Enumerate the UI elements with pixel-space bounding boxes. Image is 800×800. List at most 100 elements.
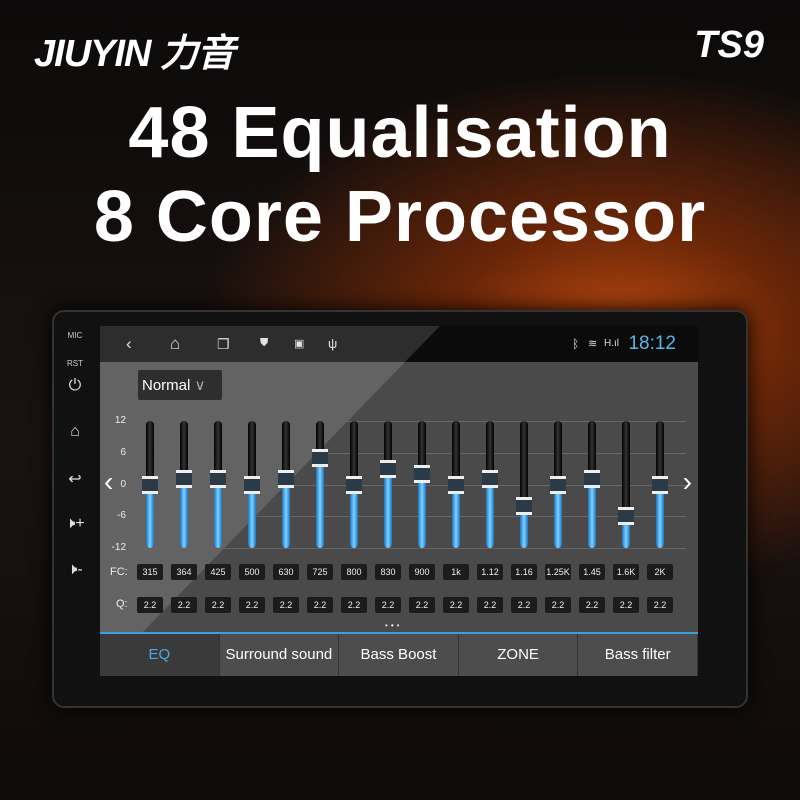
q-value[interactable]: 2.2: [613, 597, 639, 613]
q-label: Q:: [116, 598, 128, 610]
q-value[interactable]: 2.2: [205, 597, 231, 613]
slider-fill: [316, 458, 324, 548]
status-bar: ‹ ⌂ ❐ ⛊ ▣ ψ ᛒ ≋ H.ıl 18:12: [100, 326, 698, 362]
y-tick-label: 6: [120, 446, 126, 458]
tab-bass-boost[interactable]: Bass Boost: [339, 634, 459, 676]
fc-label: FC:: [110, 566, 128, 578]
fc-value[interactable]: 1k: [443, 564, 469, 580]
fc-value[interactable]: 1.6K: [613, 564, 639, 580]
gridline: [130, 452, 686, 454]
slider-knob[interactable]: [482, 470, 498, 489]
q-value[interactable]: 2.2: [307, 597, 333, 613]
slider-knob[interactable]: [448, 475, 464, 494]
slider-knob[interactable]: [618, 507, 634, 526]
q-value[interactable]: 2.2: [545, 597, 571, 613]
q-value[interactable]: 2.2: [137, 597, 163, 613]
slider-knob[interactable]: [414, 464, 430, 483]
fc-value[interactable]: 1.12: [477, 564, 503, 580]
fc-value[interactable]: 725: [307, 564, 333, 580]
slider-fill: [554, 484, 562, 548]
recents-icon[interactable]: ❐: [217, 336, 230, 352]
image-icon: ▣: [294, 338, 305, 350]
headline-2: 8 Core Processor: [93, 177, 707, 257]
tab-bass-filter[interactable]: Bass filter: [578, 634, 698, 676]
slider-knob[interactable]: [176, 470, 192, 489]
fc-value[interactable]: 2K: [647, 564, 673, 580]
tab-zone[interactable]: ZONE: [458, 634, 579, 676]
volume-down-icon[interactable]: 🕨-: [67, 561, 83, 578]
y-tick-label: -12: [111, 542, 126, 553]
slider-fill: [588, 479, 596, 548]
back-icon[interactable]: ‹: [126, 334, 132, 353]
q-value[interactable]: 2.2: [477, 597, 503, 613]
q-value[interactable]: 2.2: [409, 597, 435, 613]
home-icon[interactable]: ⌂: [170, 334, 181, 353]
slider-knob[interactable]: [380, 459, 396, 478]
tab-surround-sound[interactable]: Surround sound: [219, 634, 340, 676]
slider-knob[interactable]: [244, 475, 260, 494]
clock: 18:12: [628, 333, 676, 354]
mic-label: MIC: [67, 331, 83, 340]
volume-up-icon[interactable]: 🕨+: [65, 515, 85, 532]
prev-page-arrow[interactable]: ‹: [104, 466, 114, 497]
slider-fill: [622, 516, 630, 548]
preset-value: Normal: [142, 377, 191, 394]
slider-knob[interactable]: [346, 475, 362, 494]
slider-track[interactable]: [520, 421, 528, 548]
bluetooth-icon: ᛒ: [572, 337, 580, 351]
q-value[interactable]: 2.2: [375, 597, 401, 613]
shield-icon: ⛊: [260, 337, 269, 349]
slider-fill: [384, 468, 392, 548]
q-value[interactable]: 2.2: [171, 597, 197, 613]
slider-fill: [418, 473, 426, 548]
signal-icon: H.ıl: [604, 338, 619, 349]
gridline: [130, 484, 686, 486]
slider-fill: [146, 484, 154, 548]
fc-value[interactable]: 364: [171, 564, 197, 580]
slider-fill: [214, 479, 222, 548]
q-value[interactable]: 2.2: [443, 597, 469, 613]
slider-knob[interactable]: [584, 470, 600, 489]
screen: ‹ ⌂ ❐ ⛊ ▣ ψ ᛒ ≋ H.ıl 18:12 Normal ∨ 12 6 0…: [100, 326, 698, 676]
headline-1: 48 Equalisation: [128, 93, 672, 173]
slider-knob[interactable]: [278, 470, 294, 489]
power-icon[interactable]: ⏻: [68, 377, 82, 394]
gridline: [130, 548, 686, 549]
slider-knob[interactable]: [516, 496, 532, 515]
slider-knob[interactable]: [210, 470, 226, 489]
fc-value[interactable]: 800: [341, 564, 367, 580]
slider-fill: [656, 484, 664, 548]
q-value[interactable]: 2.2: [647, 597, 673, 613]
slider-fill: [282, 479, 290, 548]
preset-dropdown[interactable]: Normal ∨: [138, 370, 222, 400]
q-value[interactable]: 2.2: [273, 597, 299, 613]
back-side-icon[interactable]: ↩: [68, 471, 82, 488]
fc-value[interactable]: 900: [409, 564, 435, 580]
slider-knob[interactable]: [312, 449, 328, 468]
fc-value[interactable]: 630: [273, 564, 299, 580]
slider-fill: [452, 484, 460, 548]
fc-value[interactable]: 830: [375, 564, 401, 580]
fc-value[interactable]: 1.16: [511, 564, 537, 580]
fc-value[interactable]: 500: [239, 564, 265, 580]
slider-fill: [486, 479, 494, 548]
chevron-down-icon: ∨: [194, 377, 206, 394]
fc-value[interactable]: 425: [205, 564, 231, 580]
slider-track[interactable]: [622, 421, 630, 548]
q-value[interactable]: 2.2: [341, 597, 367, 613]
q-value[interactable]: 2.2: [511, 597, 537, 613]
fc-value[interactable]: 315: [137, 564, 163, 580]
fc-value[interactable]: 1.45: [579, 564, 605, 580]
slider-knob[interactable]: [550, 475, 566, 494]
rst-button[interactable]: RST: [67, 359, 83, 368]
fc-value[interactable]: 1.25K: [545, 564, 571, 580]
next-page-arrow[interactable]: ›: [682, 466, 692, 497]
slider-knob[interactable]: [142, 475, 158, 494]
q-value[interactable]: 2.2: [579, 597, 605, 613]
tab-eq[interactable]: EQ: [100, 634, 220, 676]
y-tick-label: 12: [114, 415, 126, 426]
slider-knob[interactable]: [652, 475, 668, 494]
home-side-icon[interactable]: ⌂: [70, 423, 80, 440]
q-value[interactable]: 2.2: [239, 597, 265, 613]
y-tick-label: 0: [120, 478, 126, 490]
